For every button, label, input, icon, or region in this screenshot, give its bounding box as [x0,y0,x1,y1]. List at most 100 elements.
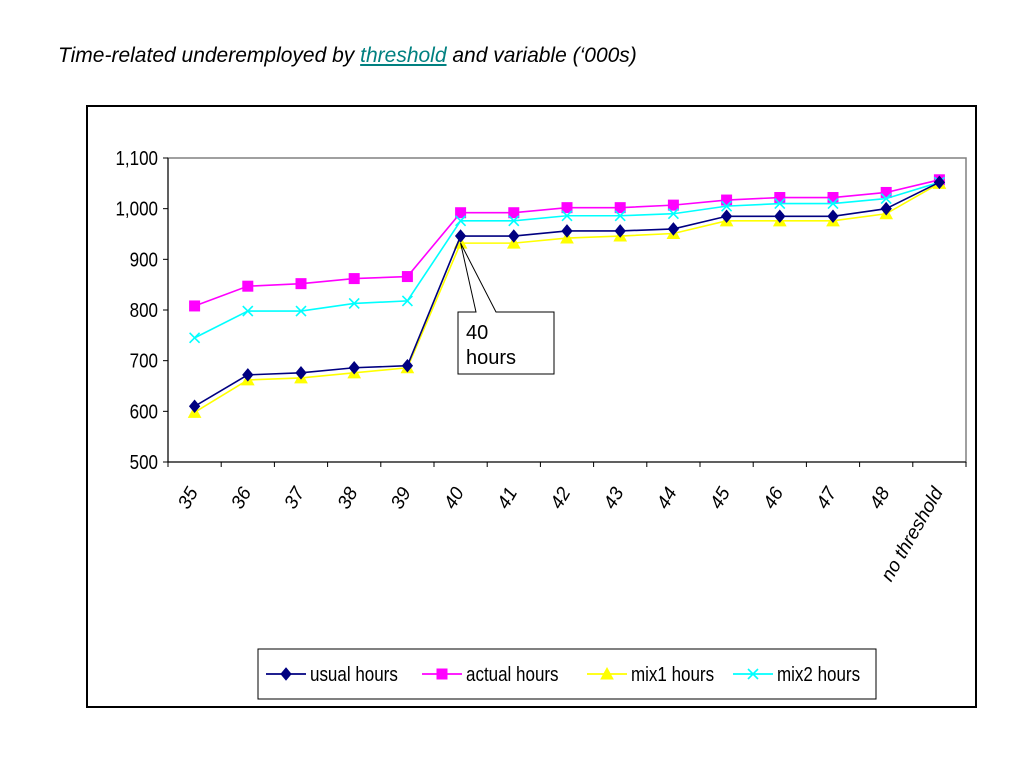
x-tick-label: 43 [600,484,629,513]
data-point [189,332,201,344]
legend-item-mix1-hours: mix1 hours [587,663,714,686]
series-line [194,182,940,414]
y-tick-label: 700 [130,349,158,372]
legend: usual hours actual hours mix1 hours mix2 ho… [257,648,877,700]
x-tick-label: 48 [866,484,895,513]
callout-text-line1: 40 [466,322,488,344]
title-part-1: Time-related underemployed by [58,44,361,67]
data-point [455,207,467,219]
data-point-stroke [348,297,360,309]
data-point [747,668,759,680]
data-point [827,209,839,224]
legend-label: actual hours [466,663,559,686]
y-tick-label: 1,000 [115,197,158,220]
data-point [436,668,448,680]
legend-label: mix2 hours [777,663,860,686]
data-point-stroke [455,215,467,227]
data-point [455,215,467,227]
x-tick-label: 37 [281,483,310,513]
data-point [401,295,413,307]
y-tick-label: 500 [130,451,158,474]
legend-label: mix1 hours [631,663,714,686]
series-usual-hours [188,175,946,414]
legend-label: usual hours [310,663,398,686]
data-point [508,229,520,243]
data-point [454,229,467,243]
data-point [242,280,254,292]
data-point-stroke [827,198,839,210]
data-point [561,224,573,238]
data-point [295,366,307,380]
y-tick-label: 600 [130,400,158,423]
data-point [614,202,626,214]
chart-title: Time-related underemployed by threshold … [58,44,637,68]
data-point [348,360,360,375]
chart-frame: 500 600 700 800 900 1,000 1,100 35 36 37 38 39 40 41 4… [86,105,977,708]
data-point-stroke [242,305,254,317]
x-tick-label: 39 [387,484,416,513]
callout-text-line2: hours [466,347,516,369]
data-point [242,305,254,317]
data-point [600,666,614,680]
data-point [774,209,786,224]
data-point [614,224,626,238]
data-point [401,271,413,283]
data-point [242,368,254,382]
callout-shape [457,242,555,375]
data-point [933,175,946,190]
data-point [667,199,679,211]
data-point [295,305,307,317]
data-point-stroke [189,332,201,344]
data-point [348,273,360,285]
line-chart: 500 600 700 800 900 1,000 1,100 35 36 37 38 39 40 41 4… [115,147,967,700]
x-tick-label: 45 [706,484,735,513]
data-point [348,297,360,309]
x-tick-label: 40 [440,484,469,513]
title-part-2: and variable (‘000s) [446,44,637,67]
data-point [721,200,733,212]
x-tick-label: 36 [227,484,256,513]
data-point [880,201,892,216]
data-point [614,210,626,222]
annotation-callout: 40 hours [457,242,555,375]
data-point-stroke [880,192,892,205]
legend-item-actual-hours: actual hours [422,663,559,686]
data-point-stroke [774,198,786,210]
data-point [720,209,733,224]
series-mix2-hours [189,176,945,344]
data-point-stroke [295,305,307,317]
data-point-stroke [561,210,573,222]
x-tick-label: 47 [813,483,842,513]
y-tick-label: 900 [130,248,158,271]
data-point [827,198,839,210]
data-point [774,198,786,210]
data-point-stroke [721,200,733,212]
data-point [508,207,520,219]
x-tick-label: 42 [547,484,576,513]
data-point [188,399,201,414]
data-point [880,192,892,205]
data-point [667,222,680,236]
data-point [189,300,201,312]
data-point [401,358,414,373]
data-point [280,667,292,681]
data-point [295,278,307,290]
data-point-stroke [508,215,520,227]
data-point-stroke [747,668,759,680]
series-actual-hours [189,174,945,312]
x-tick-label: 44 [653,484,682,513]
data-point-stroke [614,210,626,222]
data-point [561,210,573,222]
data-point [667,208,679,220]
x-tick-label: 46 [759,484,788,513]
data-point-stroke [401,295,413,307]
x-tick-label: 38 [334,484,363,513]
y-tick-label: 800 [130,299,158,322]
x-tick-label: 35 [174,484,203,513]
legend-item-mix2-hours: mix2 hours [733,663,860,686]
x-tick-label: 41 [493,484,522,513]
y-tick-label: 1,100 [115,147,158,170]
series-layer [187,174,947,418]
legend-item-usual-hours: usual hours [266,663,398,686]
data-point-stroke [667,208,679,220]
